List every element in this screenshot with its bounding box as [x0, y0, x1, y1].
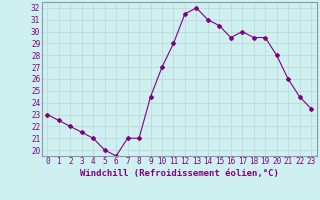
X-axis label: Windchill (Refroidissement éolien,°C): Windchill (Refroidissement éolien,°C): [80, 169, 279, 178]
